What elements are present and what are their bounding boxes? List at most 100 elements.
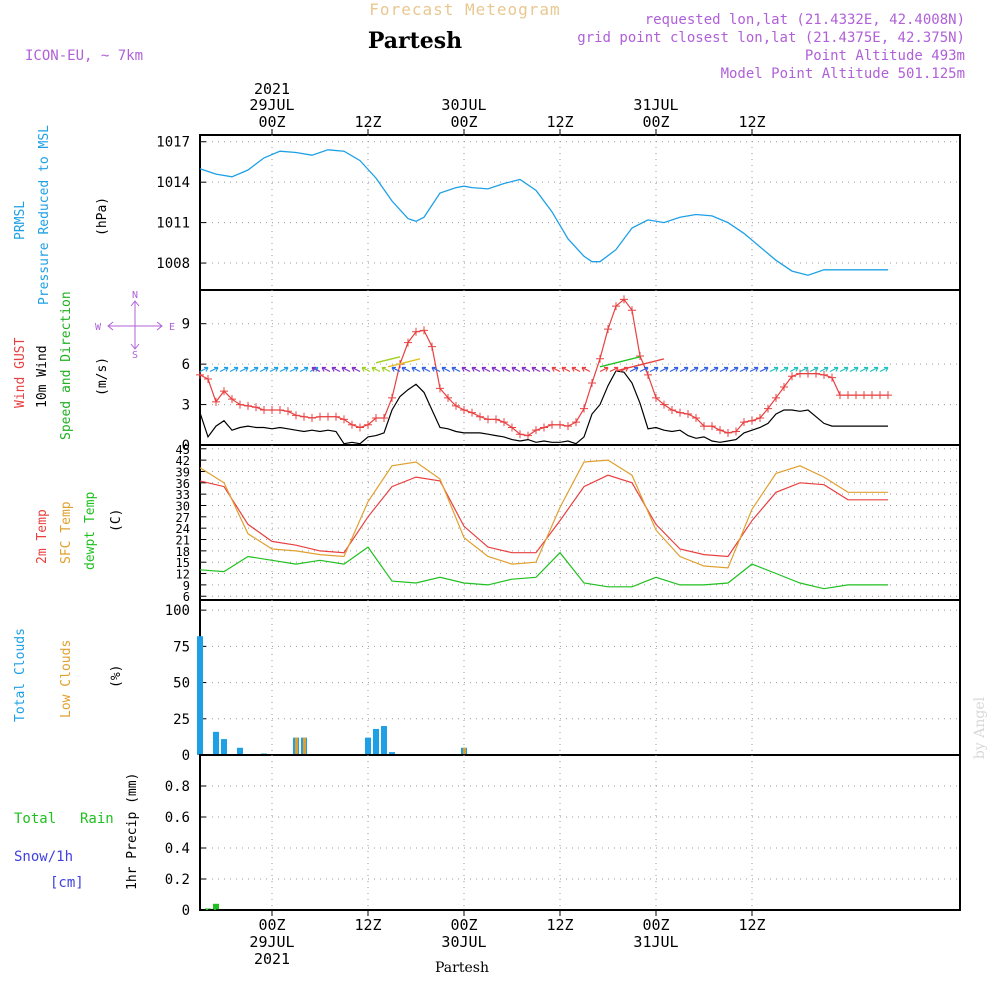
gust-marker <box>596 354 604 363</box>
prmsl-label: PRMSL <box>13 201 28 240</box>
wind-direction-arrow <box>401 366 411 373</box>
y-tick-label: 25 <box>173 712 190 728</box>
pressure-labels: PRMSL Pressure Reduced to MSL (hPa) <box>13 125 110 305</box>
gust-marker <box>620 295 628 304</box>
wind-direction-arrow <box>521 366 531 373</box>
total-cloud-bar <box>221 739 227 755</box>
gust-marker <box>868 391 876 400</box>
wind-direction-arrow <box>249 366 259 373</box>
wind-direction-arrow <box>279 366 289 373</box>
total-cloud-bar <box>237 747 243 755</box>
gust-marker <box>780 383 788 392</box>
top-date-label: 29JUL <box>249 96 294 114</box>
low-cloud-bar <box>295 737 298 755</box>
ms-unit-label: (m/s) <box>95 357 110 396</box>
footer-location: Partesh <box>435 960 489 976</box>
y-tick-label: 1014 <box>156 175 190 191</box>
gust-marker <box>388 393 396 402</box>
gust-marker <box>532 426 540 435</box>
gust-marker <box>476 412 484 421</box>
y-tick-label: 36 <box>176 477 190 491</box>
chart-panels: 1017101410111008963045423936333027242118… <box>156 134 961 919</box>
compass-w: W <box>95 322 102 333</box>
top-hour-label: 00Z <box>258 113 285 131</box>
wind-direction-arrow <box>341 366 351 373</box>
rain-bar <box>213 903 219 910</box>
gust-marker <box>540 423 548 432</box>
gust-marker <box>820 370 828 379</box>
wind-direction-arrow <box>679 366 689 373</box>
bottom-hour-label: 00Z <box>450 916 477 934</box>
gust-marker <box>884 391 892 400</box>
gust-marker <box>556 420 564 429</box>
gust-marker <box>772 393 780 402</box>
gust-marker <box>340 415 348 424</box>
total-cloud-bar <box>197 636 203 755</box>
gust-marker <box>828 373 836 382</box>
wind-direction-arrow <box>639 366 649 373</box>
top-hour-label: 00Z <box>642 113 669 131</box>
y-tick-label: 15 <box>176 556 190 570</box>
gust-marker <box>852 391 860 400</box>
wind-direction-arrow <box>311 366 321 373</box>
y-tick-label: 9 <box>182 317 190 333</box>
wind-direction-arrow <box>481 366 491 373</box>
y-tick-label: 0.8 <box>165 779 190 795</box>
sfc-temp-label: SFC Temp <box>59 501 74 564</box>
total-cloud-bar <box>389 752 395 755</box>
gust-marker <box>612 302 620 311</box>
y-tick-label: 1011 <box>156 216 190 232</box>
bottom-date-label: 30JUL <box>441 933 486 951</box>
top-date-label: 31JUL <box>633 96 678 114</box>
gust-marker <box>212 397 220 406</box>
low-cloud-bar <box>303 737 306 755</box>
gust-marker <box>428 342 436 351</box>
wind-direction-arrow <box>531 366 541 373</box>
precip-unit-label: 1hr Precip (mm) <box>125 773 140 890</box>
gust-marker <box>380 414 388 423</box>
rain-label: Rain <box>80 811 114 827</box>
model-label: ICON-EU, ~ 7km <box>25 48 143 64</box>
wind-direction-arrow <box>689 366 699 373</box>
gust-marker <box>660 400 668 409</box>
wind-direction-arrow <box>491 366 501 373</box>
wind-direction-arrow <box>351 366 361 373</box>
y-tick-label: 33 <box>176 488 190 502</box>
wind-direction-arrow <box>501 366 511 373</box>
wind-direction-arrow <box>849 366 859 373</box>
y-tick-label: 45 <box>176 443 190 457</box>
wind-direction-arrow <box>259 366 269 373</box>
y-tick-label: 9 <box>183 579 190 593</box>
wind-direction-arrow <box>879 366 889 373</box>
bottom-date-label: 29JUL <box>249 933 294 951</box>
wind-10m-line <box>199 370 888 445</box>
wind-direction-arrow <box>599 356 641 368</box>
gust-marker <box>756 414 764 423</box>
wind-direction-arrow <box>839 366 849 373</box>
compass-n: N <box>132 290 138 301</box>
y-tick-label: 1017 <box>156 135 190 151</box>
low-clouds-label: Low Clouds <box>59 640 74 718</box>
wind-direction-arrow <box>289 366 299 373</box>
y-tick-label: 0.6 <box>165 810 190 826</box>
gust-marker <box>444 393 452 402</box>
bottom-date-label: 31JUL <box>633 933 678 951</box>
gust-marker <box>268 405 276 414</box>
gust-marker <box>324 412 332 421</box>
bottom-hour-label: 12Z <box>738 916 765 934</box>
wind-direction-arrow <box>869 366 879 373</box>
gust-marker <box>348 420 356 429</box>
wind-direction-arrow <box>729 366 739 373</box>
gust-marker <box>236 400 244 409</box>
gust-marker <box>740 418 748 427</box>
gust-marker <box>292 411 300 420</box>
wind-direction-arrow <box>769 366 779 373</box>
y-tick-label: 27 <box>176 511 190 525</box>
wind-direction-arrow <box>571 366 581 373</box>
wind-direction-arrow <box>561 366 571 373</box>
wind-direction-arrow <box>551 366 561 373</box>
wind-direction-arrow <box>799 366 809 373</box>
y-tick-label: 42 <box>176 454 190 468</box>
gust-marker <box>412 327 420 336</box>
